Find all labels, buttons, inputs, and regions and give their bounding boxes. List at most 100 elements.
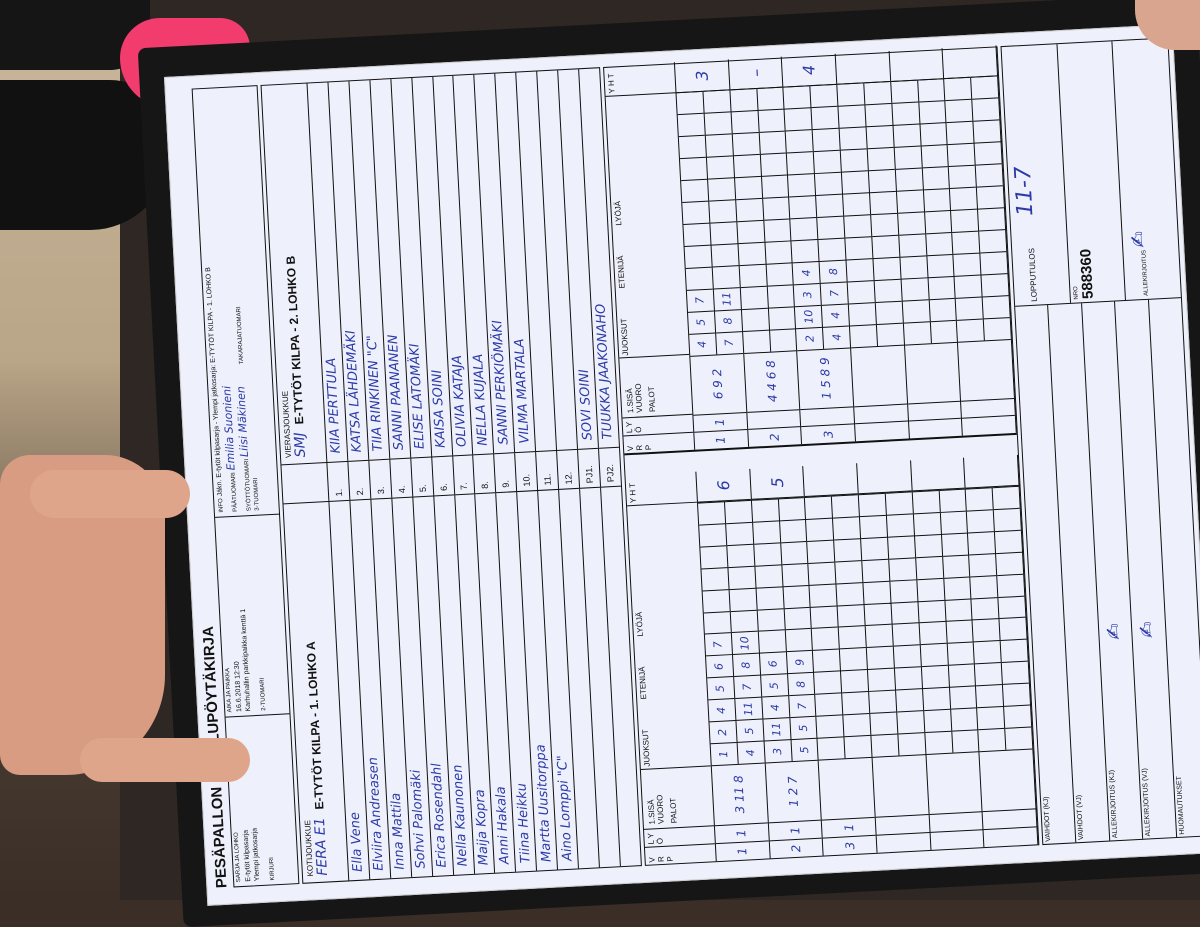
umpire-signature: ✍ [1125, 230, 1151, 249]
player-number: 6. [431, 456, 455, 496]
run-cell [837, 603, 865, 627]
run-cell: 5 [707, 676, 735, 700]
run-cell [791, 238, 819, 263]
run-cell [925, 231, 953, 256]
run-cell [895, 167, 923, 191]
run-cell [924, 210, 952, 234]
run-cell [756, 585, 784, 610]
run-cell [929, 297, 957, 321]
player-number: PJ2. [604, 463, 616, 483]
batter-count [875, 814, 930, 835]
period-number: 1 [715, 840, 770, 862]
signature-home-label: ALLEKIRJOITUS (KJ) [1108, 769, 1119, 839]
run-cell [890, 578, 918, 603]
run-cell [897, 710, 925, 734]
run-cell [859, 514, 887, 538]
run-cell [759, 130, 787, 155]
run-cell [930, 319, 958, 343]
run-cell [788, 173, 816, 197]
run-cell [762, 196, 790, 220]
away-team-name: SMJ [291, 431, 310, 458]
run-cell: 11 [735, 696, 763, 721]
pitch-umpire-label: SYÖTTÖTUOMARI [244, 458, 253, 512]
run-cell [704, 111, 732, 136]
period-number [908, 418, 963, 439]
scorer-label: KIRJURI [268, 856, 277, 881]
home-roster: KOTIJOUKKUE FERA E1E-TYTÖT KILPA - 1. LOH… [283, 487, 641, 883]
run-cell: 6 [759, 651, 787, 675]
batter-count [929, 811, 983, 832]
run-cell [730, 609, 758, 633]
run-cell [944, 77, 972, 101]
run-cell [949, 685, 977, 709]
run-cell [939, 488, 967, 512]
run-cell [978, 207, 1006, 231]
run-cell [753, 542, 781, 566]
runner-label: ETENIJÄ [637, 666, 649, 700]
run-cell [977, 706, 1005, 730]
run-cell [703, 89, 731, 114]
period-total: – [745, 68, 766, 78]
run-cell [710, 221, 738, 245]
run-cell [818, 237, 846, 261]
player-number: 7. [452, 455, 476, 495]
signature-home: ✍ [1100, 622, 1126, 641]
run-cell [678, 135, 706, 159]
run-cell [681, 178, 709, 203]
run-cell [897, 211, 925, 235]
run-cell [768, 306, 796, 330]
batter-count: 1 [822, 816, 876, 838]
thumb [30, 470, 190, 518]
run-cell: 8 [714, 308, 742, 333]
run-cell [948, 663, 976, 687]
run-cell [858, 492, 886, 517]
run-cell [755, 564, 782, 588]
finger [80, 738, 250, 782]
run-cell [872, 234, 900, 258]
run-cell [805, 495, 833, 519]
run-cell [928, 275, 955, 299]
total-header: Y H T [627, 482, 638, 504]
run-cell [901, 277, 929, 301]
period-number [983, 826, 1038, 848]
run-cell [841, 170, 869, 194]
run-cell [922, 166, 950, 190]
run-cell [997, 573, 1025, 597]
run-cell [842, 691, 870, 715]
run-cell [947, 142, 975, 167]
run-cell [903, 320, 931, 345]
run-cell [970, 574, 998, 598]
player-number: 10. [515, 452, 539, 492]
run-cell [924, 730, 952, 755]
runner-label: ETENIJÄ [615, 255, 627, 289]
run-cell [758, 629, 786, 654]
period-number: 1 [694, 429, 748, 450]
run-cell [702, 588, 730, 613]
run-cell [943, 576, 971, 600]
run-cell [998, 595, 1026, 619]
run-cell [760, 152, 788, 177]
run-cell [993, 507, 1021, 531]
run-cell [954, 274, 982, 298]
run-cell [1003, 682, 1031, 707]
run-cell [712, 265, 740, 289]
run-cell [947, 641, 975, 666]
run-cell [840, 647, 867, 671]
run-cell [841, 669, 869, 693]
run-cell [871, 733, 899, 757]
run-cell [812, 128, 840, 152]
run-cell [921, 665, 949, 689]
run-cell [709, 199, 736, 223]
run-cell [763, 218, 791, 242]
player-number: 1. [327, 461, 351, 501]
batter-label: LYÖJÄ [634, 611, 645, 637]
period-total [911, 458, 965, 491]
run-cell [889, 557, 916, 581]
run-cell [817, 215, 845, 239]
run-cell [887, 535, 915, 559]
run-cell [869, 190, 897, 215]
period-total [857, 460, 911, 493]
run-cell [838, 625, 866, 649]
backline-umpire-label: TAKARAJATUOMARI [236, 306, 246, 365]
run-cell [863, 580, 891, 604]
